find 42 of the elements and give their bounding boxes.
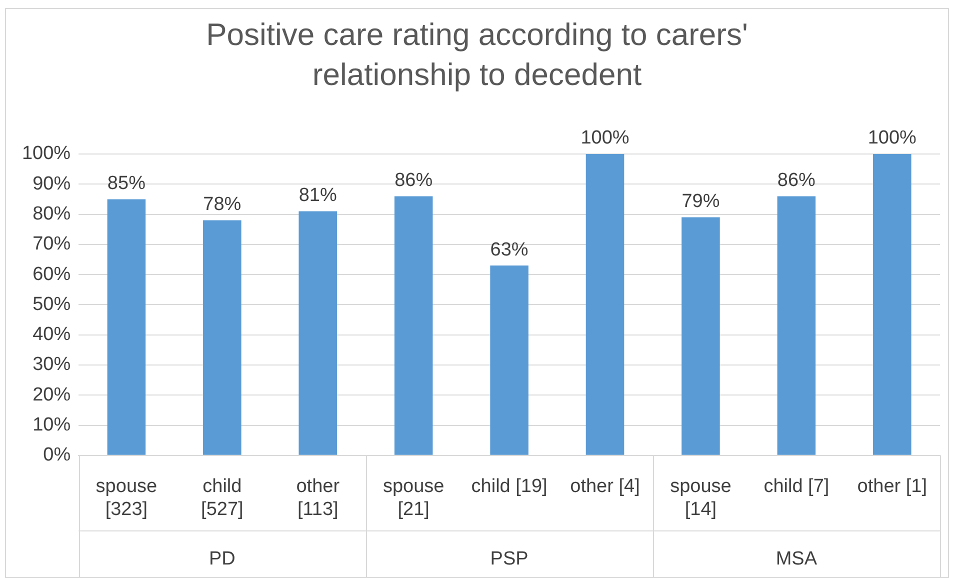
- y-tick-label: 60%: [32, 264, 71, 285]
- x-tick-label: other [1]: [857, 476, 928, 498]
- data-label: 63%: [490, 239, 528, 260]
- data-label: 79%: [682, 191, 720, 212]
- y-tick-label: 0%: [43, 444, 71, 466]
- bar: [490, 266, 528, 455]
- y-tick-label: 90%: [32, 173, 71, 194]
- bar: [107, 199, 146, 455]
- y-tick-label: 10%: [32, 414, 71, 436]
- y-tick-label: 80%: [32, 204, 71, 225]
- x-tick-label: spouse [323]: [96, 476, 158, 520]
- y-tick-label: 20%: [32, 384, 71, 406]
- data-label: 100%: [580, 128, 630, 149]
- x-tick-label: other [113]: [296, 476, 340, 520]
- y-tick-label: 70%: [32, 234, 71, 255]
- bar: [586, 154, 624, 455]
- text: PD: [208, 548, 236, 570]
- y-tick-label: 30%: [32, 354, 71, 376]
- chart-title: Positive care rating according to carers' relationship to decedent: [205, 16, 749, 94]
- text: PSP: [490, 548, 528, 570]
- x-tick-label: child [527]: [201, 476, 244, 520]
- y-tick-label: 40%: [32, 324, 71, 346]
- data-label: 100%: [868, 128, 917, 149]
- x-tick-label: spouse [21]: [382, 476, 444, 520]
- x-tick-label: other [4]: [570, 476, 640, 498]
- x-tick-label: child [19]: [471, 476, 548, 498]
- data-label: 85%: [107, 172, 146, 194]
- x-tick-label: spouse [14]: [670, 476, 732, 520]
- data-label: 86%: [777, 170, 816, 191]
- bar: [873, 154, 912, 455]
- data-label: 86%: [394, 170, 433, 191]
- bar: [203, 220, 242, 455]
- text: MSA: [776, 548, 818, 570]
- bar: [777, 196, 816, 455]
- y-tick-label: 50%: [32, 294, 71, 315]
- bar: [298, 211, 338, 455]
- data-label: 78%: [203, 194, 242, 216]
- bar: [682, 217, 720, 455]
- data-label: 81%: [298, 185, 337, 206]
- x-tick-label: child [7]: [764, 476, 830, 498]
- bar: [394, 196, 433, 455]
- y-tick-label: 100%: [22, 143, 71, 164]
